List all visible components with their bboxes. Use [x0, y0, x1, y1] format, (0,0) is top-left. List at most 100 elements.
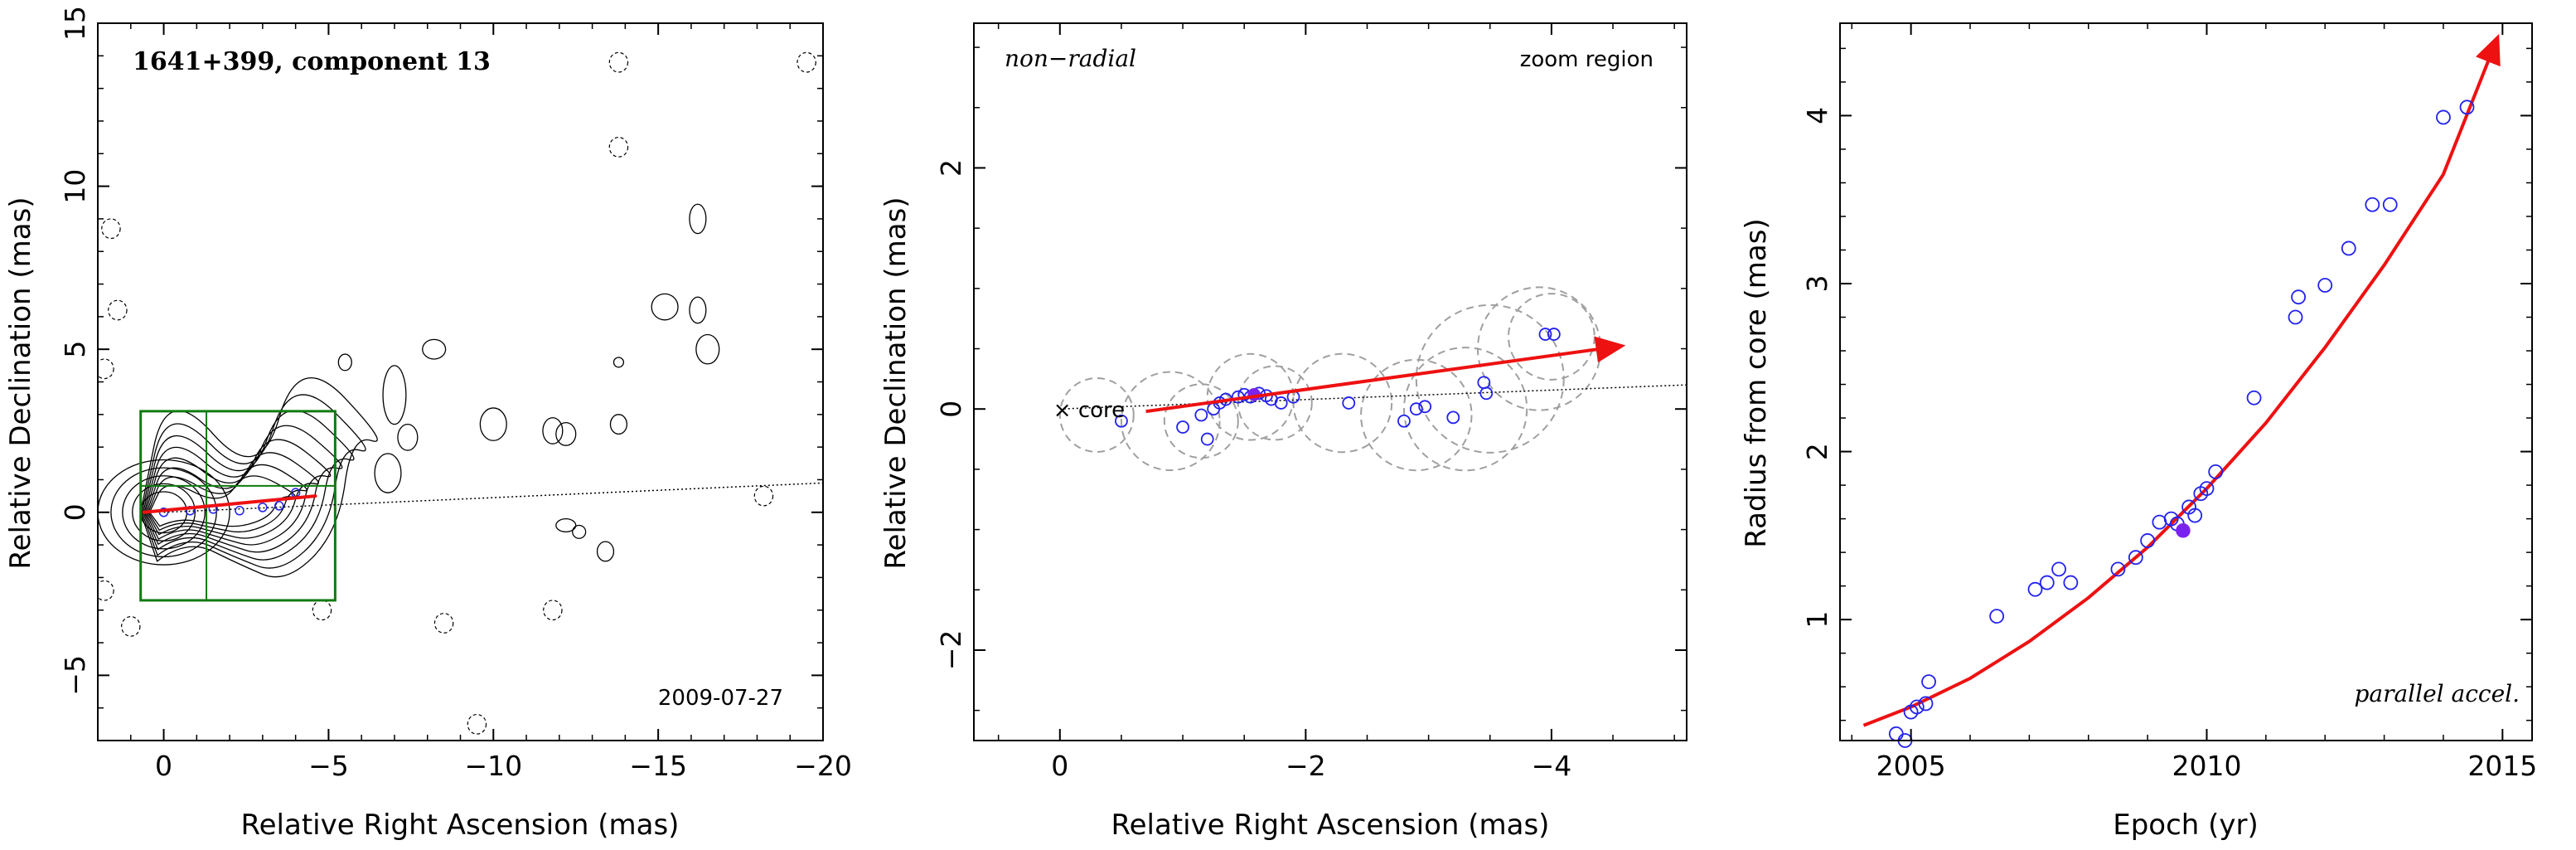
data-point [1479, 386, 1494, 401]
contour-line [146, 452, 319, 539]
velocity-vector [1145, 336, 1626, 414]
x-tick-label: −4 [1532, 750, 1572, 782]
x-tick-label: −20 [794, 750, 852, 782]
y-tick-label: 1 [1801, 611, 1833, 629]
contour-blob [555, 517, 577, 533]
negative-contour [753, 485, 774, 507]
velocity-vector [142, 494, 317, 514]
contour-line [141, 394, 366, 569]
plot-frame-1 [97, 22, 824, 741]
contour-line [122, 475, 206, 550]
panel-2-xlabel: Relative Right Ascension (mas) [1111, 809, 1550, 842]
data-point [2459, 100, 2475, 115]
data-point [1446, 410, 1460, 425]
data-point [1418, 400, 1432, 414]
contour-line [98, 459, 230, 566]
x-tick-label: −2 [1286, 750, 1326, 782]
contour-blob [651, 293, 679, 321]
data-point [2246, 390, 2262, 406]
fit-curve [1862, 33, 2501, 727]
data-point [2382, 197, 2398, 212]
panel-3-note: parallel accel. [2354, 680, 2520, 707]
y-tick-label: 2 [935, 159, 967, 177]
negative-contour [29, 138, 47, 158]
vector-arrow [142, 494, 317, 514]
contour-map [29, 51, 816, 735]
negative-contour [98, 358, 114, 380]
data-point [1888, 726, 1904, 741]
panel-3: 2005 2010 2015 1 2 3 4 parallel accel. Epoch … [1740, 22, 2537, 842]
negative-contour [98, 580, 114, 601]
y-tick-label: 0 [59, 503, 91, 521]
data-point [1921, 674, 1936, 689]
data-point [1538, 328, 1552, 341]
x-tick-label: 0 [1051, 750, 1068, 782]
uncertainty-circle [1508, 293, 1595, 381]
x-tick-label: −5 [308, 750, 349, 782]
uncertainty-circle [1120, 371, 1221, 472]
panel-1-ylabel: Relative Declination (mas) [4, 197, 37, 569]
panel-1: 0 −5 −10 −15 −20 −5 0 5 10 15 1641+399, componen… [4, 6, 852, 842]
uncertainty-circle [1402, 347, 1528, 472]
core-axis [1059, 384, 1687, 410]
y-tick-label: 5 [59, 341, 91, 358]
panel-2-label-right: zoom region [1520, 47, 1654, 72]
uncertainty-circle [1415, 304, 1565, 454]
x-ticks-1: 0 −5 −10 −15 −20 [97, 23, 852, 782]
data-point [1477, 376, 1491, 390]
negative-contour [312, 600, 332, 621]
contour-line [140, 376, 378, 578]
data-point [2110, 561, 2126, 577]
data-point [235, 506, 245, 516]
negative-contour [467, 713, 487, 735]
contour-blob [479, 407, 507, 441]
x-tick-label: 0 [155, 750, 172, 782]
contour-line [148, 464, 307, 533]
x-ticks-2: 0 −2 −4 [997, 23, 1675, 782]
panel-2-label-left: non−radial [1005, 45, 1136, 72]
contour-blob [689, 203, 707, 235]
data-point [258, 503, 268, 512]
data-point [2436, 109, 2451, 125]
panel-3-ylabel: Radius from core (mas) [1740, 218, 1773, 547]
plot-frame-3 [1839, 22, 2533, 741]
y-tick-label: −2 [935, 630, 967, 671]
uncertainty-circle [1360, 358, 1473, 472]
data-point [1115, 414, 1128, 428]
contour-blob [337, 353, 352, 372]
data-point [2288, 309, 2303, 325]
y-tick-label: 15 [59, 6, 91, 41]
data-point [2187, 508, 2203, 523]
data-point [2317, 278, 2333, 293]
x-tick-label: 2005 [1876, 750, 1946, 782]
fit-curve-line [1862, 33, 2501, 727]
panel-2: 0 −2 −4 −2 0 2 non−radial zoom region × core… [879, 22, 1687, 842]
vector-arrow [1145, 336, 1626, 414]
x-tick-label: −10 [464, 750, 522, 782]
data-point [2365, 197, 2380, 212]
contour-blob [555, 421, 577, 446]
data-point [1909, 699, 1925, 715]
y-ticks-2: −2 0 2 [935, 46, 1687, 712]
data-point [2291, 289, 2306, 305]
uncertainty-circle [1058, 376, 1135, 453]
uncertainty-circles [1058, 286, 1602, 472]
panel-1-date: 2009-07-27 [658, 686, 783, 711]
data-point [2128, 550, 2143, 566]
negative-contour [433, 613, 454, 634]
data-point [2341, 240, 2356, 256]
x-ticks-3: 2005 2010 2015 [1851, 23, 2537, 782]
contour-blob [613, 357, 625, 368]
y-ticks-1: −5 0 5 10 15 [59, 6, 823, 741]
contour-line [145, 439, 332, 546]
data-point [2027, 581, 2043, 597]
y-tick-label: 3 [1801, 274, 1833, 292]
contour-blob [695, 333, 720, 365]
data-point [2039, 575, 2055, 590]
radius-points [1888, 100, 2475, 748]
contour-blob [382, 365, 407, 425]
panel-2-ylabel: Relative Declination (mas) [879, 197, 913, 569]
core-axis [163, 482, 824, 513]
data-point [1200, 432, 1214, 446]
data-point [274, 501, 284, 511]
